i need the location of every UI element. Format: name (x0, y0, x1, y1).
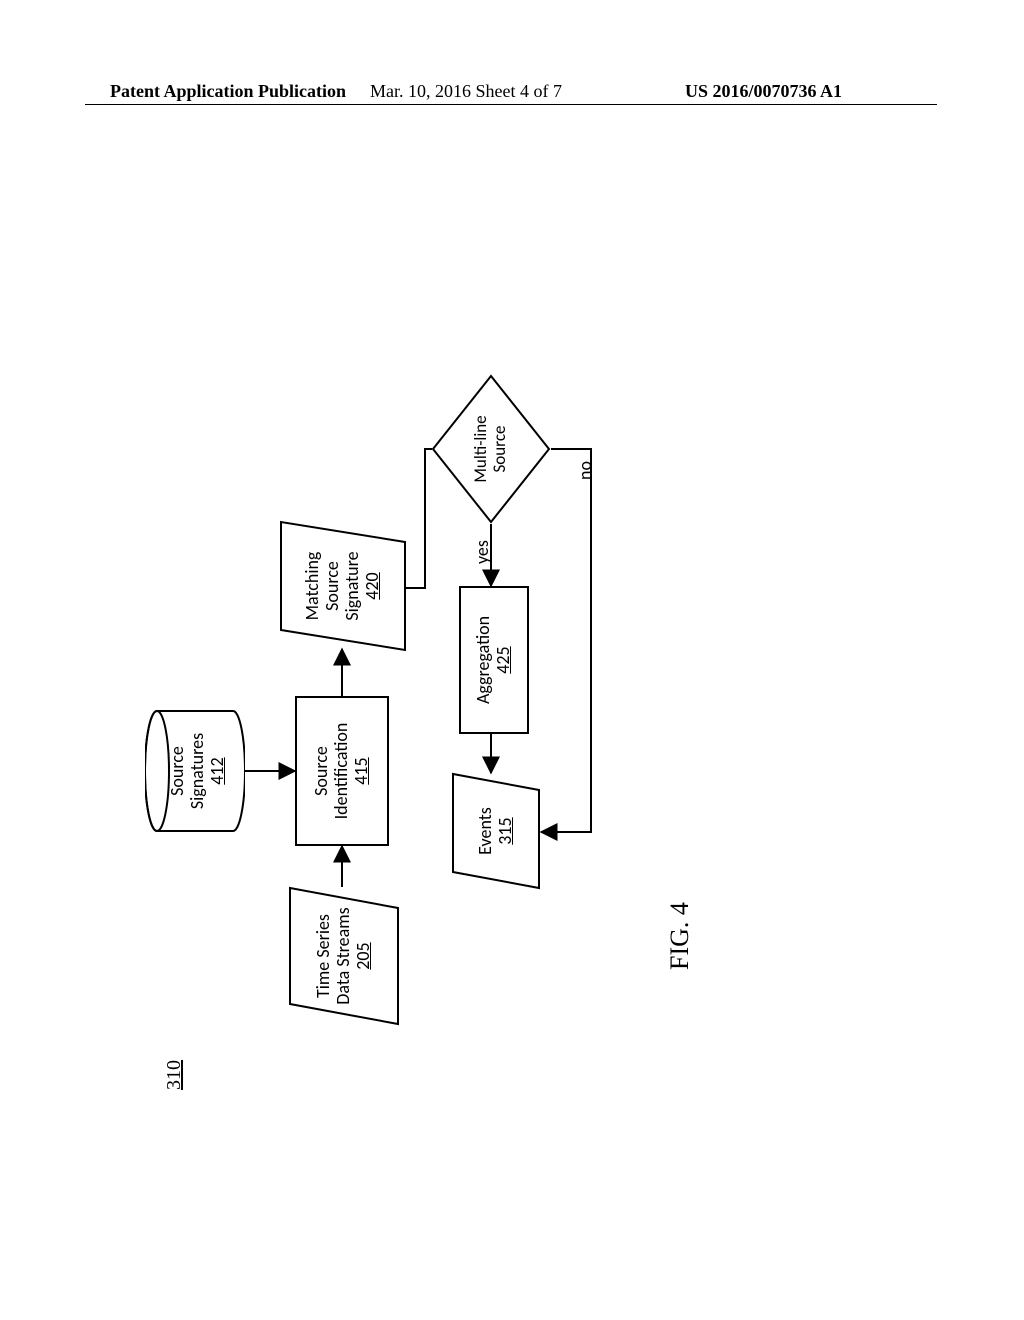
page: Patent Application Publication Mar. 10, … (0, 0, 1024, 1320)
figure-caption: FIG. 4 (665, 902, 695, 970)
header-right: US 2016/0070736 A1 (685, 81, 842, 102)
diagram-stage: 310 Source Signatures 412 Time Series Da… (35, 350, 995, 1050)
edges-svg (35, 350, 735, 1050)
figure-reference-310: 310 (163, 1060, 186, 1090)
header-rule (85, 104, 937, 105)
header-left: Patent Application Publication (110, 81, 346, 102)
header-mid: Mar. 10, 2016 Sheet 4 of 7 (370, 81, 562, 102)
